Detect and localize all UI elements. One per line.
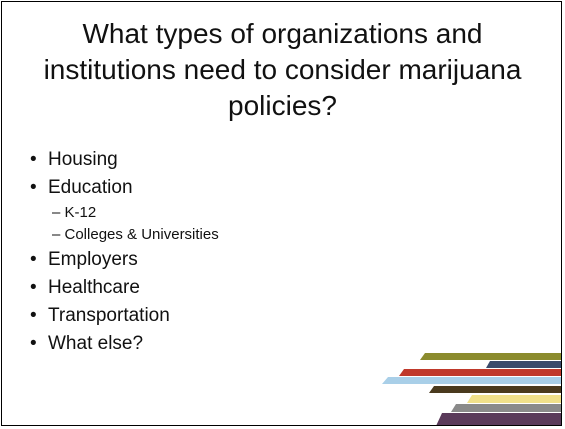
stripe-plum — [436, 413, 561, 425]
bullet-label: Employers — [48, 249, 138, 270]
stripe-lightblue — [382, 377, 561, 384]
bullet-item-healthcare: • Healthcare — [30, 274, 219, 302]
bullet-label: Healthcare — [48, 277, 140, 298]
bullet-item-employers: • Employers — [30, 246, 219, 274]
stripe-gray — [451, 404, 561, 412]
bullet-dot: • — [30, 305, 37, 326]
stripe-olive — [420, 353, 561, 360]
slide-title: What types of organizations and institut… — [43, 18, 522, 121]
bullet-item-housing: • Housing — [30, 146, 219, 174]
stripe-red — [399, 369, 561, 376]
sub-bullet-colleges: – Colleges & Universities — [52, 226, 219, 243]
bullet-item-education: • Education – K-12 – Colleges & Universi… — [30, 174, 219, 246]
stripe-navy — [486, 361, 561, 368]
decorative-stripes — [382, 353, 561, 425]
sub-bullet-k12: – K-12 — [52, 204, 97, 221]
bullet-dot: • — [30, 149, 37, 170]
stripe-yellow — [467, 395, 561, 403]
bullet-label: Transportation — [48, 305, 170, 326]
bullet-label: Housing — [48, 149, 118, 170]
bullet-dot: • — [30, 177, 37, 198]
bullet-item-what-else: • What else? — [30, 330, 219, 358]
sub-bullet-list: – K-12 – Colleges & Universities — [48, 202, 219, 246]
bullet-dot: • — [30, 277, 37, 298]
bullet-label: Education — [48, 177, 133, 198]
bullet-item-transportation: • Transportation — [30, 302, 219, 330]
bullet-dot: • — [30, 333, 37, 354]
bullet-label: What else? — [48, 333, 144, 354]
bullet-list: • Housing • Education – K-12 – Colleges … — [30, 146, 219, 358]
bullet-dot: • — [30, 249, 37, 270]
stripe-brown — [429, 386, 561, 393]
